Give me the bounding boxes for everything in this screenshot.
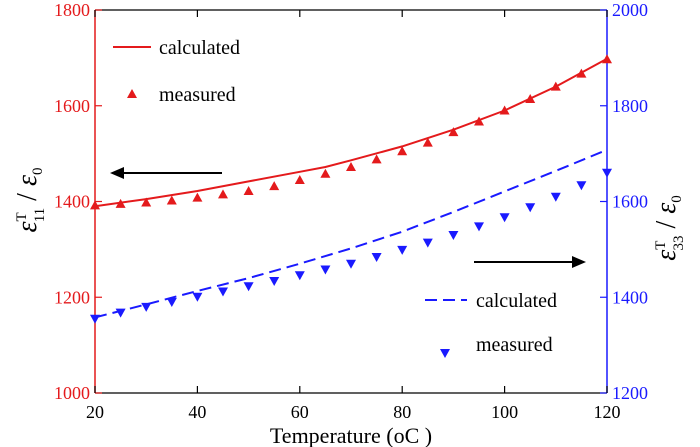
right-tick-label: 1200 — [612, 383, 648, 403]
series-1-point — [576, 68, 587, 78]
legend-top: calculated measured — [113, 37, 240, 106]
left-tick-label: 1600 — [54, 96, 90, 116]
series-3-point — [448, 231, 459, 241]
series-1-point — [371, 154, 382, 164]
series-3-point — [499, 213, 510, 223]
series-3-point — [525, 203, 536, 213]
series-3-point — [422, 238, 433, 248]
series-3-point — [371, 253, 382, 263]
series-1-point — [269, 181, 280, 191]
x-tick-label: 80 — [393, 402, 411, 422]
series-1-point — [422, 137, 433, 147]
series-1-point — [294, 174, 305, 184]
series-1-point — [320, 168, 331, 178]
x-tick-label: 40 — [188, 402, 206, 422]
legend-bottom-line-label: calculated — [476, 290, 557, 312]
x-tick-label: 60 — [291, 402, 309, 422]
series-1-point — [90, 200, 100, 210]
left-tick-label: 1800 — [54, 0, 90, 20]
right-axis-title: εT 33 / ε0 — [651, 195, 687, 261]
series-3-point — [576, 181, 587, 191]
series-1-point — [115, 198, 126, 208]
left-tick-label: 1000 — [54, 383, 90, 403]
series-1-point — [397, 146, 408, 156]
legend-bottom-marker-swatch — [440, 349, 450, 358]
series-1-point — [218, 189, 228, 199]
right-tick-label: 1600 — [612, 192, 648, 212]
right-axis-arrow — [474, 256, 586, 268]
x-tick-label: 20 — [86, 402, 104, 422]
series-1-point — [525, 94, 536, 104]
series-3-point — [474, 222, 484, 232]
right-tick-label: 1400 — [612, 287, 648, 307]
series-3-point — [192, 292, 203, 302]
series-1-point — [499, 105, 510, 115]
series-1-point — [346, 162, 356, 172]
series-3-point — [218, 287, 228, 297]
x-axis-title: Temperature (oC ) — [270, 423, 432, 447]
legend-bottom: calculated measured — [425, 290, 557, 358]
x-tick-label: 100 — [491, 402, 518, 422]
right-tick-label: 1800 — [612, 96, 648, 116]
legend-bottom-marker-label: measured — [476, 334, 553, 356]
series-3-point — [602, 168, 612, 178]
series-3-point — [550, 192, 561, 202]
series-1-point — [550, 81, 561, 91]
series-3-point — [166, 298, 177, 308]
left-axis-title: εT 11 / ε0 — [12, 168, 48, 233]
series-1-point — [474, 116, 484, 126]
series-3-point — [294, 271, 305, 281]
legend-top-line-label: calculated — [159, 37, 240, 59]
series-3-point — [346, 259, 356, 269]
series-3-point — [115, 308, 126, 318]
series-3-point — [141, 302, 152, 312]
series-1-point — [243, 185, 254, 195]
series-1-point — [166, 195, 177, 205]
legend-top-marker-swatch — [127, 89, 137, 98]
left-tick-label: 1200 — [54, 287, 90, 307]
series-line-0 — [94, 57, 608, 208]
series-3-point — [243, 282, 254, 292]
x-tick-label: 120 — [594, 402, 621, 422]
legend-top-marker-label: measured — [159, 84, 236, 106]
left-tick-label: 1400 — [54, 192, 90, 212]
series-3-point — [397, 245, 408, 255]
right-tick-label: 2000 — [612, 0, 648, 20]
series-1-point — [602, 54, 612, 64]
series-1-point — [448, 127, 459, 137]
series-1-point — [192, 192, 203, 202]
left-axis-arrow — [110, 167, 222, 179]
series-1-point — [141, 197, 152, 207]
series-3-point — [269, 276, 280, 286]
series-3-point — [90, 314, 100, 324]
series-3-point — [320, 265, 331, 275]
